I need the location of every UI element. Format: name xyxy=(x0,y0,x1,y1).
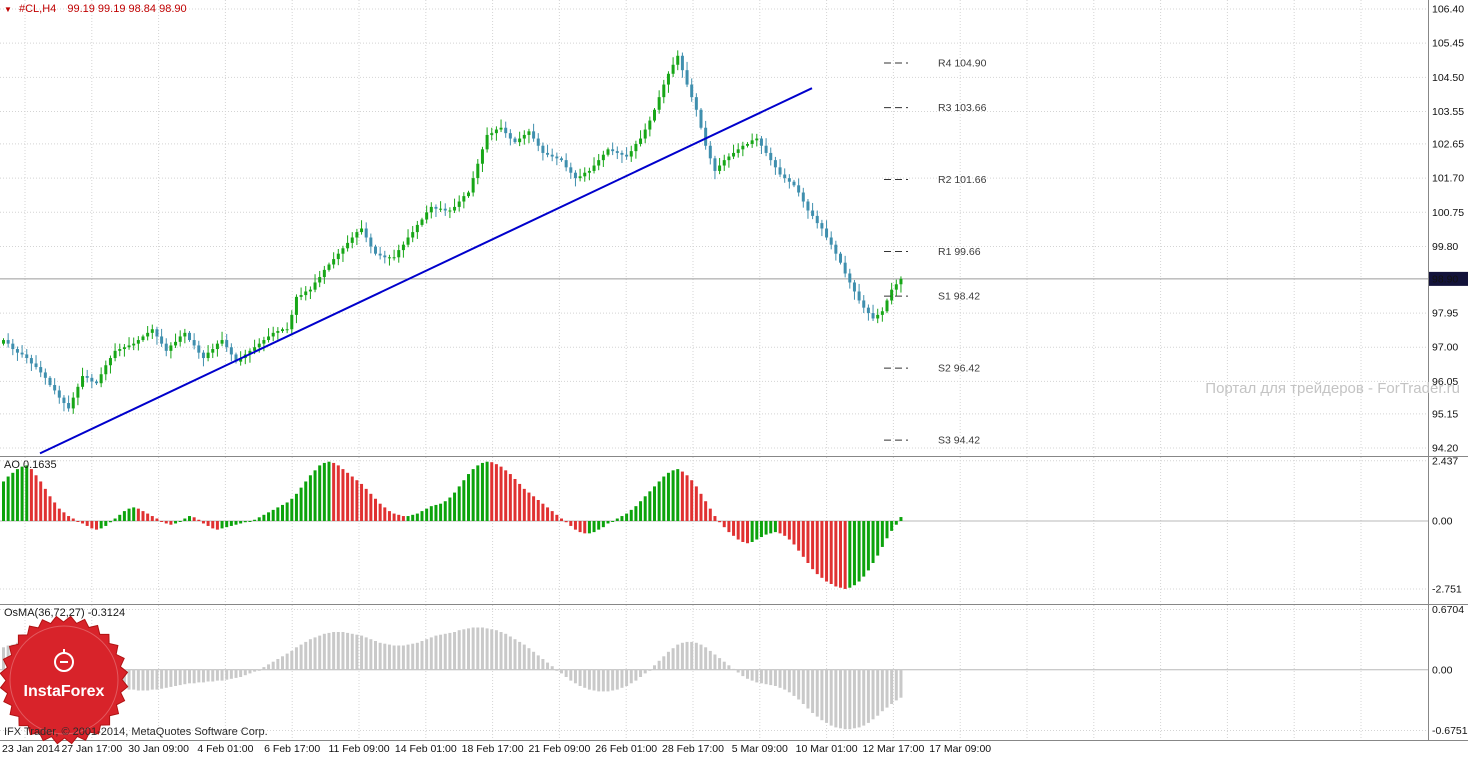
svg-text:0.00: 0.00 xyxy=(1432,664,1453,676)
instaforex-logo: InstaForex xyxy=(0,615,129,745)
copyright-text: IFX Trader, © 2001-2014, MetaQuotes Soft… xyxy=(4,726,268,738)
svg-text:0.6704: 0.6704 xyxy=(1432,605,1464,616)
time-label: 12 Mar 17:00 xyxy=(862,743,925,755)
ao-indicator-label: AO 0.1635 xyxy=(4,459,57,471)
svg-text:S3 94.42: S3 94.42 xyxy=(938,435,980,447)
ao-indicator-panel[interactable]: 2.437 0.00 -2.751 xyxy=(0,457,1468,605)
instaforex-logo-text: InstaForex xyxy=(24,683,105,700)
svg-text:94.20: 94.20 xyxy=(1432,443,1458,455)
dropdown-arrow-icon[interactable]: ▼ xyxy=(4,5,12,14)
time-label: 26 Feb 01:00 xyxy=(595,743,658,755)
svg-text:R3 103.66: R3 103.66 xyxy=(938,102,987,114)
svg-text:100.75: 100.75 xyxy=(1432,207,1464,219)
svg-text:S2 96.42: S2 96.42 xyxy=(938,363,980,375)
symbol-ohlc-label: ▼ #CL,H4 99.19 99.19 98.84 98.90 xyxy=(4,3,187,15)
svg-text:0.00: 0.00 xyxy=(1432,515,1453,527)
svg-text:R4 104.90: R4 104.90 xyxy=(938,57,987,69)
osma-indicator-panel[interactable]: 0.6704 0.00 -0.6751 xyxy=(0,605,1468,740)
time-label: 30 Jan 09:00 xyxy=(128,743,189,755)
time-label: 27 Jan 17:00 xyxy=(61,743,123,755)
osma-indicator-label: OsMA(36,72,27) -0.3124 xyxy=(4,607,126,619)
svg-text:96.05: 96.05 xyxy=(1432,376,1458,388)
time-label: 28 Feb 17:00 xyxy=(662,743,724,755)
time-label: 6 Feb 17:00 xyxy=(264,743,321,755)
time-label: 11 Feb 09:00 xyxy=(328,743,390,755)
svg-text:95.15: 95.15 xyxy=(1432,408,1458,420)
svg-text:99.80: 99.80 xyxy=(1432,241,1458,253)
svg-text:104.50: 104.50 xyxy=(1432,72,1464,84)
price-chart-panel[interactable]: 106.40 105.45 104.50 103.55 102.65 101.70 100.… xyxy=(0,0,1468,457)
time-label: 4 Feb 01:00 xyxy=(197,743,254,755)
svg-text:2.437: 2.437 xyxy=(1432,457,1458,467)
time-label: 23 Jan 2014 xyxy=(2,743,60,755)
time-axis[interactable]: 23 Jan 2014 27 Jan 17:00 30 Jan 09:00 4 Feb… xyxy=(0,740,1468,757)
svg-text:101.70: 101.70 xyxy=(1432,173,1464,185)
time-label: 10 Mar 01:00 xyxy=(795,743,858,755)
svg-text:-2.751: -2.751 xyxy=(1432,583,1462,595)
svg-text:S1 98.42: S1 98.42 xyxy=(938,291,980,303)
svg-text:R2 101.66: R2 101.66 xyxy=(938,174,987,186)
svg-text:106.40: 106.40 xyxy=(1432,3,1464,15)
svg-text:97.95: 97.95 xyxy=(1432,308,1458,320)
svg-text:-0.6751: -0.6751 xyxy=(1432,725,1468,737)
svg-text:97.00: 97.00 xyxy=(1432,342,1458,354)
time-label: 14 Feb 01:00 xyxy=(394,743,457,755)
watermark-text: Портал для трейдеров - ForTrader.ru xyxy=(1205,380,1460,397)
ohlc-values: 99.19 99.19 98.84 98.90 xyxy=(67,3,187,15)
svg-text:102.65: 102.65 xyxy=(1432,138,1464,150)
svg-text:105.45: 105.45 xyxy=(1432,38,1464,50)
time-label: 5 Mar 09:00 xyxy=(731,743,788,755)
symbol-label: #CL,H4 xyxy=(18,3,57,15)
time-label: 18 Feb 17:00 xyxy=(461,743,524,755)
time-label: 21 Feb 09:00 xyxy=(528,743,591,755)
svg-text:103.55: 103.55 xyxy=(1432,106,1464,118)
time-label: 17 Mar 09:00 xyxy=(929,743,992,755)
svg-text:98.90: 98.90 xyxy=(1432,273,1458,285)
svg-text:R1 99.66: R1 99.66 xyxy=(938,246,981,258)
